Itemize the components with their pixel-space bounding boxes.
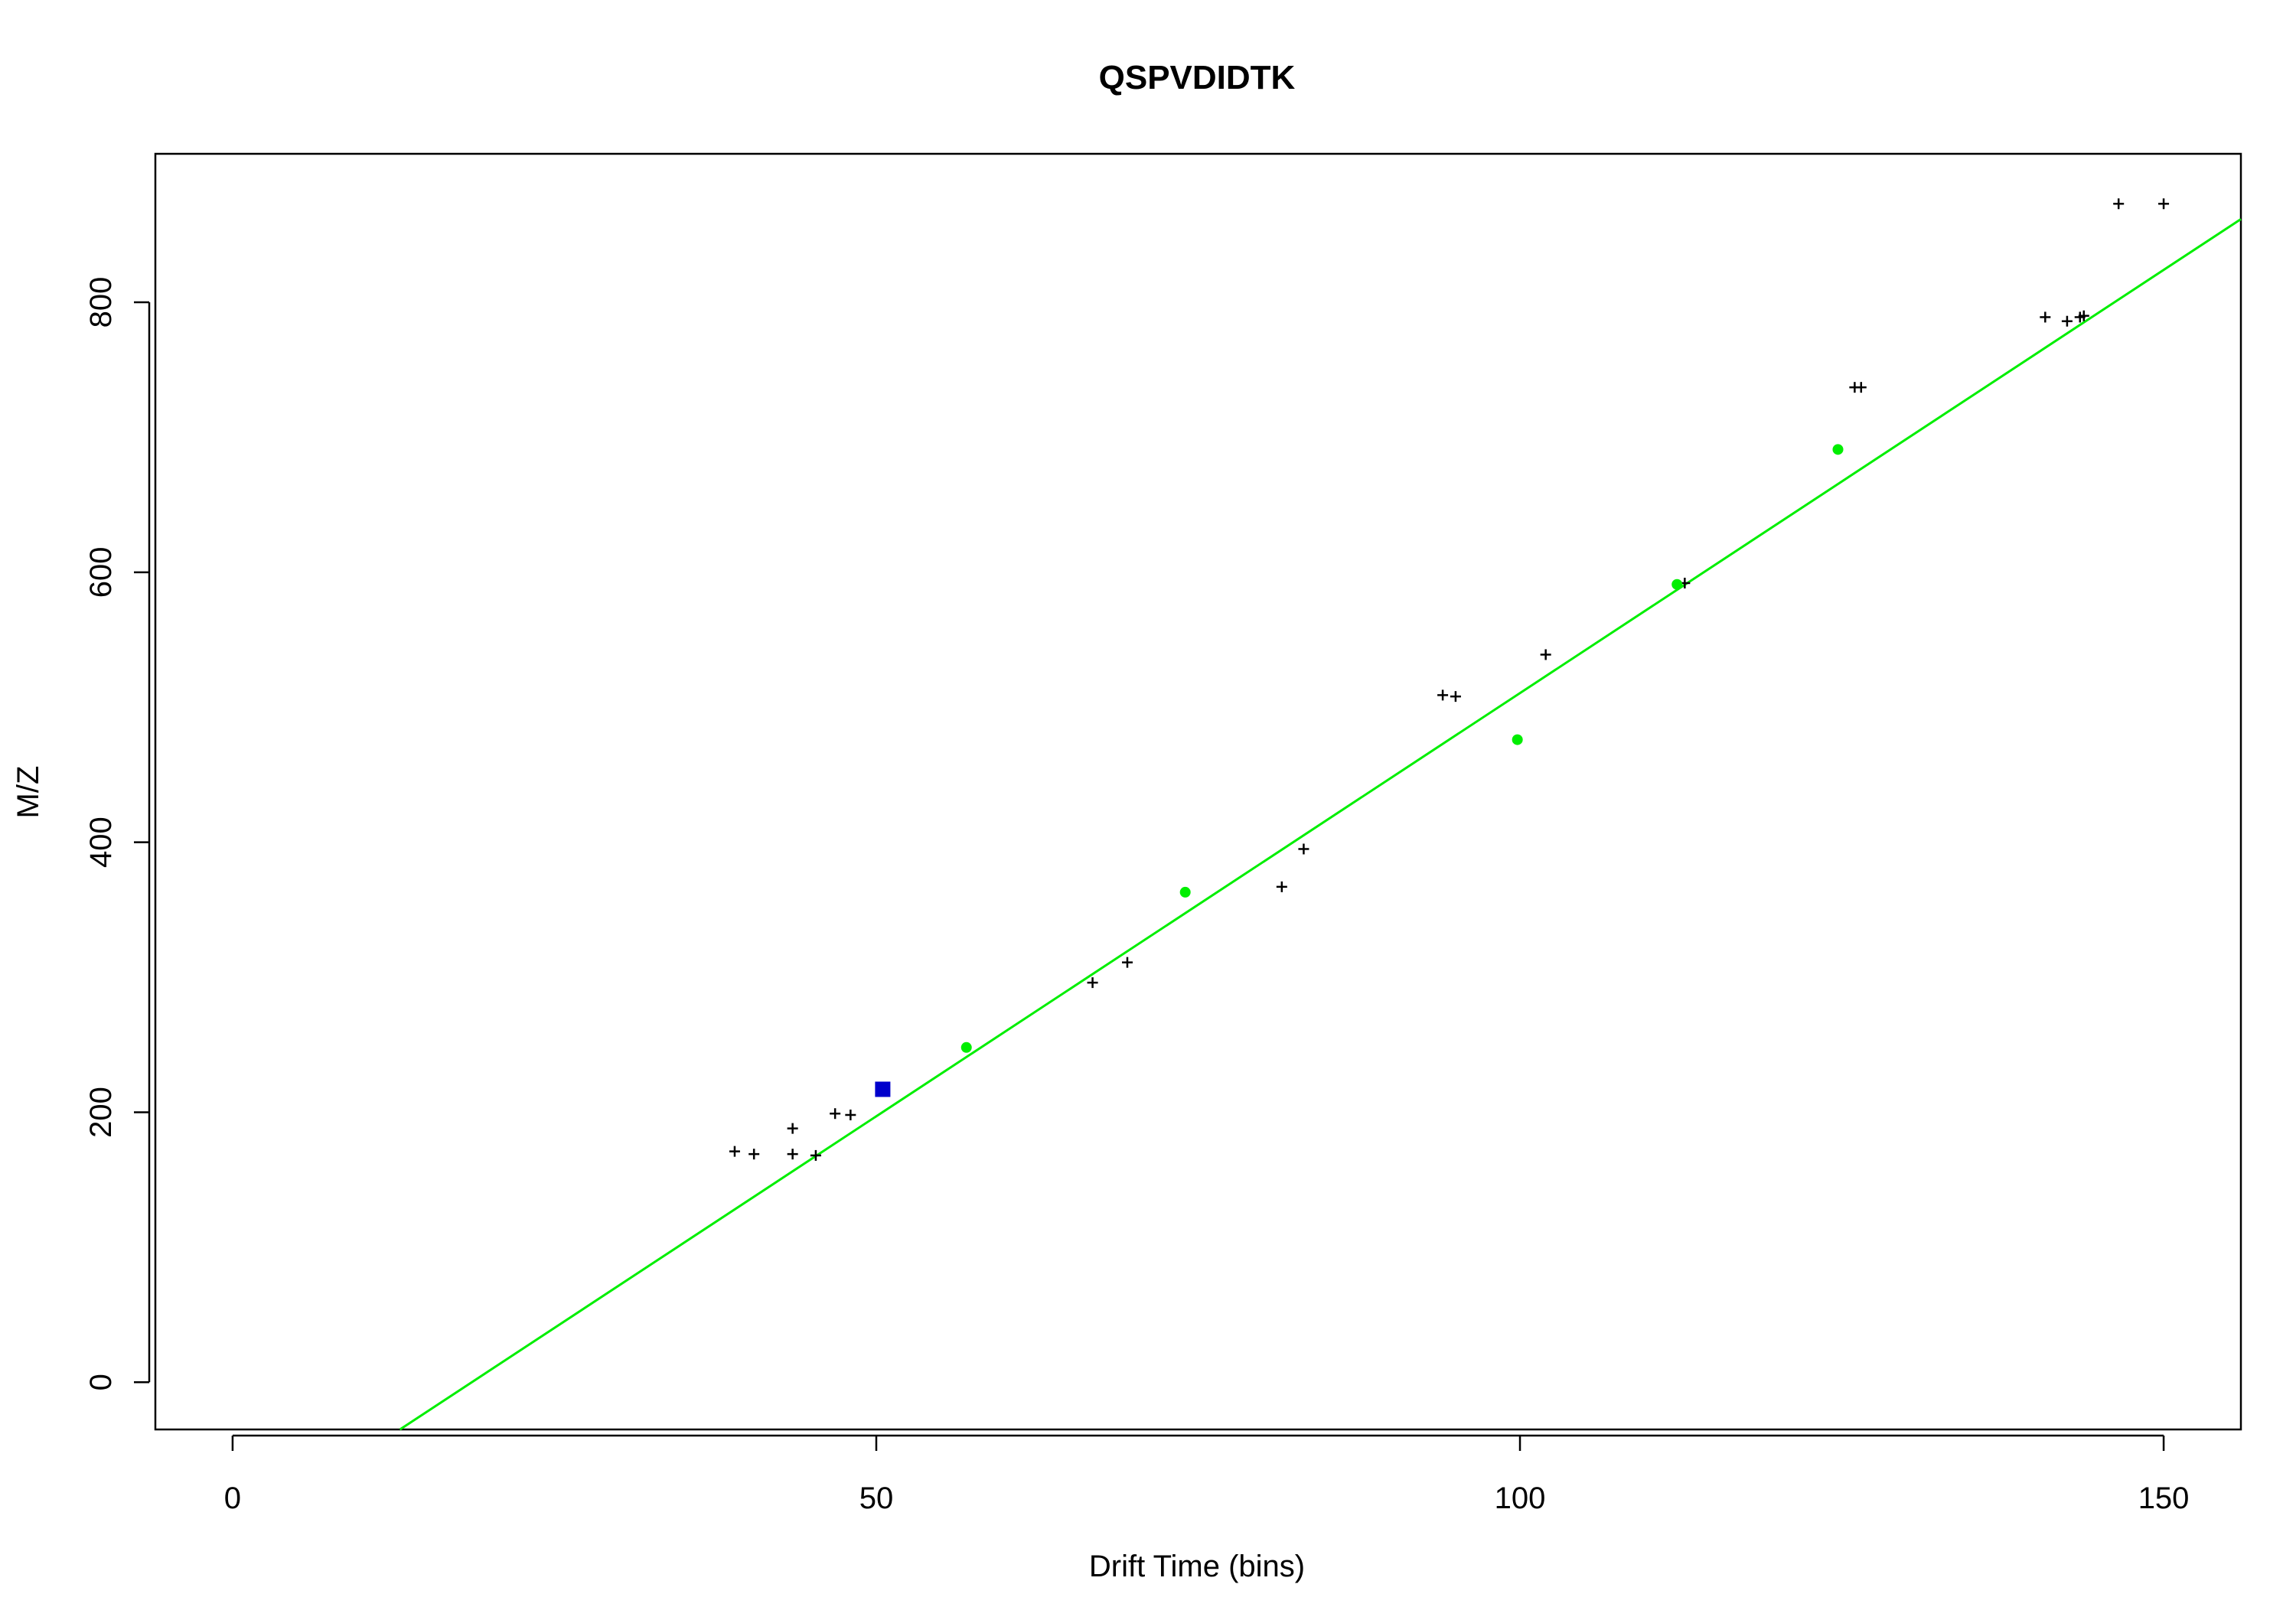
points-layer (729, 198, 2170, 1161)
data-point-cross (830, 1108, 841, 1120)
data-point-cross (2040, 311, 2051, 323)
x-axis: 0 50 100 150 (224, 1434, 2190, 1515)
y-tick-label: 400 (84, 817, 118, 868)
data-point-cross (1450, 691, 1461, 702)
data-point-cross (1540, 649, 1551, 660)
y-tick-label: 600 (84, 546, 118, 598)
data-point-circle (1832, 444, 1844, 455)
data-point-cross (787, 1149, 798, 1160)
data-point-cross (729, 1146, 740, 1157)
data-point-cross (845, 1109, 856, 1120)
fit-line (399, 218, 2242, 1431)
data-point-cross (2113, 198, 2125, 210)
y-tick-label: 0 (84, 1374, 118, 1390)
data-point-cross (810, 1149, 821, 1161)
data-point-circle (960, 1041, 972, 1053)
y-tick-label: 800 (84, 277, 118, 328)
plot-frame (154, 152, 2242, 1431)
data-point-cross (2158, 198, 2170, 210)
y-axis-label: M/Z (11, 766, 45, 819)
fit-line-layer (399, 218, 2242, 1431)
x-axis-label: Drift Time (bins) (1089, 1550, 1305, 1583)
data-point-square (875, 1081, 891, 1097)
data-point-cross (2061, 315, 2073, 327)
data-point-cross (748, 1149, 760, 1160)
data-point-cross (787, 1123, 798, 1134)
chart-title: QSPVDIDTK (1099, 59, 1296, 96)
y-axis: 0 200 400 600 800 (84, 277, 151, 1390)
data-point-cross (2078, 310, 2089, 321)
data-point-cross (1121, 957, 1133, 968)
data-point-circle (1671, 579, 1683, 590)
data-point-cross (1437, 689, 1449, 701)
data-point-cross (1298, 843, 1309, 855)
x-tick-label: 150 (2138, 1482, 2190, 1515)
x-tick-label: 0 (224, 1482, 241, 1515)
data-point-circle (1512, 734, 1523, 745)
data-point-cross (1855, 382, 1867, 393)
data-point-cross (1276, 881, 1287, 892)
data-point-circle (1179, 886, 1191, 898)
y-tick-label: 200 (84, 1087, 118, 1138)
data-point-cross (1087, 977, 1098, 989)
x-tick-label: 100 (1495, 1482, 1546, 1515)
x-tick-label: 50 (859, 1482, 894, 1515)
